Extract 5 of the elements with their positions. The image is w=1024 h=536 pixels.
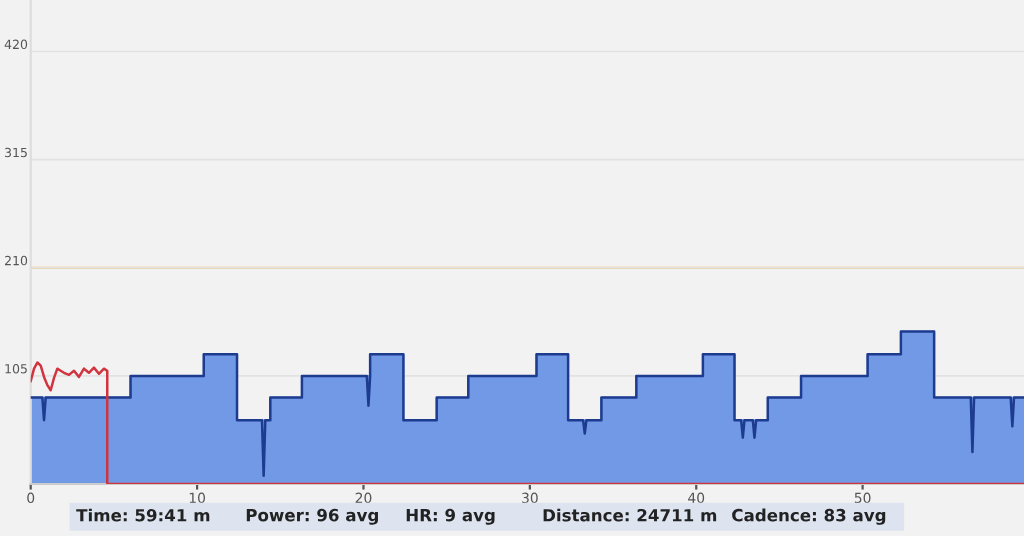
text: Cadence: 83 avg xyxy=(732,508,886,525)
text: Time: 59:41 m xyxy=(76,508,210,522)
text: Power: 96 avg xyxy=(246,508,378,525)
text: Distance: 24711 m xyxy=(543,508,717,522)
text: HR: 9 avg xyxy=(406,508,495,525)
